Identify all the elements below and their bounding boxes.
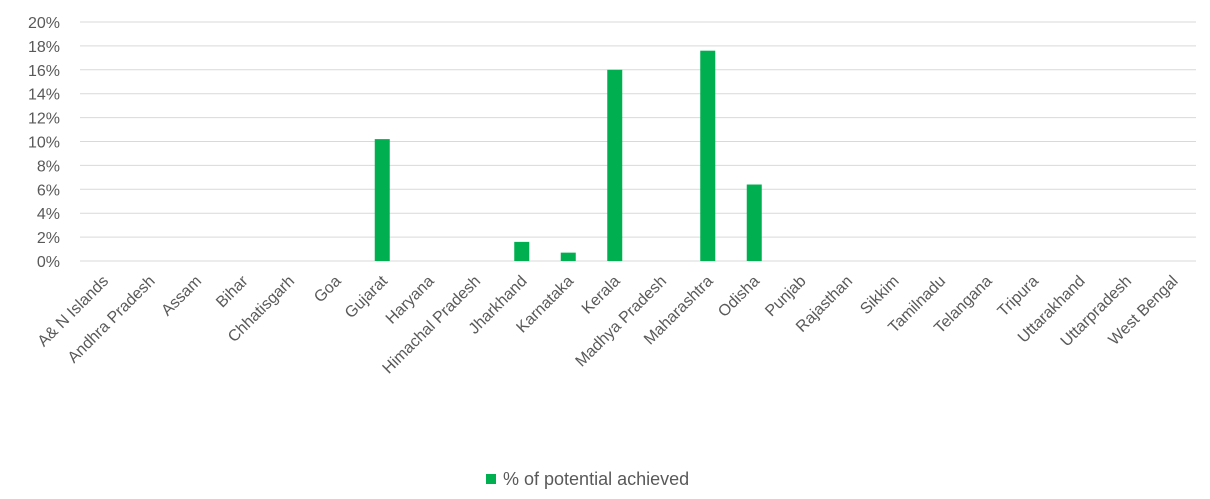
gridlines xyxy=(80,21,1196,262)
x-category-label: Bihar xyxy=(213,272,252,311)
bar xyxy=(374,139,390,261)
x-category-label: Kerala xyxy=(579,273,624,318)
bars xyxy=(374,50,762,262)
bar xyxy=(560,252,576,261)
y-tick-label: 12% xyxy=(28,111,60,128)
bar xyxy=(514,241,530,261)
y-tick-label: 10% xyxy=(28,135,60,152)
y-tick-label: 16% xyxy=(28,63,60,80)
x-category-label: Goa xyxy=(311,273,344,306)
bar xyxy=(607,69,623,261)
x-category-label: Andhra Pradesh xyxy=(65,273,159,367)
y-axis-tick-labels: 0% 2% 4% 6% 8% 10% 12% 14% 16% 18% 20% xyxy=(28,15,60,271)
bar xyxy=(700,50,716,262)
legend-swatch xyxy=(486,474,496,484)
y-tick-label: 8% xyxy=(37,158,60,175)
y-tick-label: 20% xyxy=(28,15,60,32)
y-tick-label: 18% xyxy=(28,39,60,56)
x-category-label: Odisha xyxy=(715,273,763,321)
legend-label: % of potential achieved xyxy=(503,469,689,489)
x-category-label: Assam xyxy=(158,273,205,320)
y-tick-label: 2% xyxy=(37,230,60,247)
x-category-label: Sikkim xyxy=(857,273,902,318)
y-tick-label: 6% xyxy=(37,182,60,199)
bar xyxy=(746,184,762,261)
y-tick-label: 14% xyxy=(28,87,60,104)
y-tick-label: 0% xyxy=(37,254,60,271)
y-tick-label: 4% xyxy=(37,206,60,223)
legend: % of potential achieved xyxy=(486,469,689,489)
